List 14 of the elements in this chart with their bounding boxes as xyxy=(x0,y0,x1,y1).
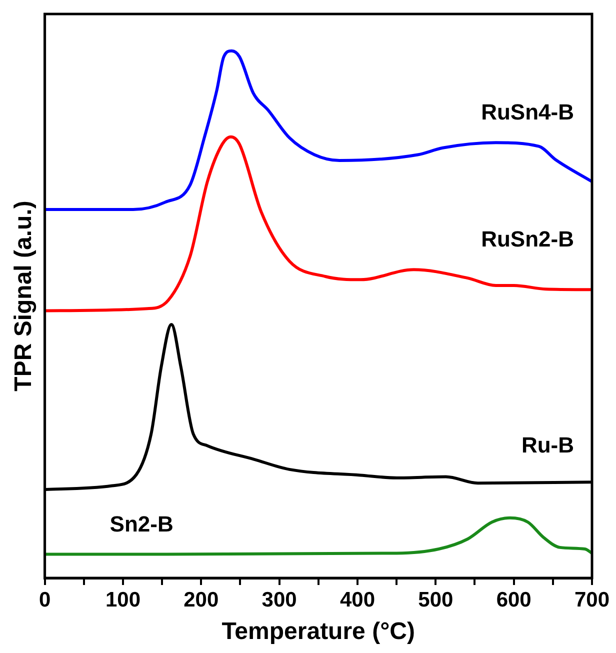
x-tick-label: 200 xyxy=(184,588,219,612)
x-tick-label: 300 xyxy=(262,588,297,612)
x-axis-title: Temperature (°C) xyxy=(222,618,415,646)
x-tick-label: 700 xyxy=(574,588,610,612)
y-axis-title: TPR Signal (a.u.) xyxy=(10,200,38,392)
series-label: RuSn2-B xyxy=(481,226,574,252)
series-label: Sn2-B xyxy=(110,511,174,536)
x-tick-label: 100 xyxy=(105,588,140,612)
x-tick-label: 400 xyxy=(340,588,376,612)
x-tick-label: 600 xyxy=(496,588,532,612)
series-label: RuSn4-B xyxy=(481,100,574,125)
x-tick-label: 0 xyxy=(38,588,51,612)
series-label: Ru-B xyxy=(521,432,574,458)
x-tick-label: 500 xyxy=(418,588,454,612)
